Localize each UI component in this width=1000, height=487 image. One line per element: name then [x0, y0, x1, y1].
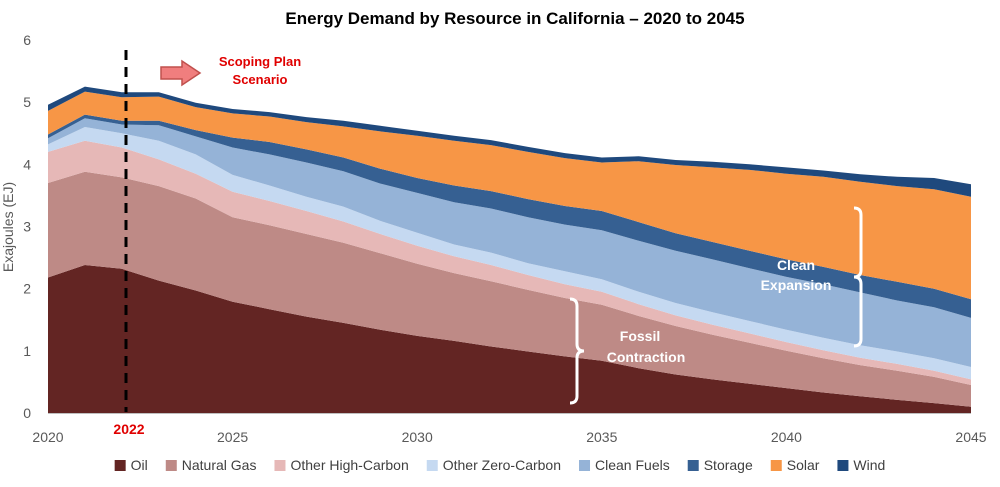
scenario-label-line2: Scenario [233, 72, 288, 87]
legend-swatch-storage [687, 460, 699, 471]
legend-swatch-other-high-carbon [274, 460, 286, 471]
area-clean-fuels [48, 118, 971, 367]
x-tick-2020: 2020 [32, 429, 63, 445]
legend-swatch-clean-fuels [579, 460, 591, 471]
legend-label-other-zero-carbon: Other Zero-Carbon [443, 457, 561, 473]
legend-label-oil: Oil [131, 457, 148, 473]
legend-swatch-oil [114, 460, 126, 471]
fossil-label-line1: Fossil [620, 328, 660, 344]
area-oil [48, 265, 971, 413]
legend-label-natural-gas: Natural Gas [182, 457, 257, 473]
legend-swatch-solar [770, 460, 782, 471]
y-tick-3: 3 [23, 219, 31, 235]
y-tick-5: 5 [23, 94, 31, 110]
y-tick-labels: 0 1 2 3 4 5 6 [23, 32, 31, 421]
x-tick-2025: 2025 [217, 429, 248, 445]
area-other-high-carbon [48, 140, 971, 385]
y-tick-1: 1 [23, 343, 31, 359]
legend-swatch-natural-gas [165, 460, 177, 471]
x-tick-labels: 2020 2025 2030 2035 2040 2045 [32, 429, 986, 445]
stacked-areas [48, 86, 971, 413]
scenario-arrow-icon [160, 59, 202, 87]
legend-label-solar: Solar [787, 457, 820, 473]
area-natural-gas [48, 171, 971, 407]
area-other-zero-carbon [48, 127, 971, 380]
area-solar [48, 91, 971, 300]
y-tick-4: 4 [23, 156, 31, 172]
y-axis-label: Exajoules (EJ) [0, 182, 16, 272]
y-tick-2: 2 [23, 281, 31, 297]
legend-swatch-wind [837, 460, 849, 471]
clean-label-line1: Clean [777, 257, 815, 273]
x-tick-2040: 2040 [771, 429, 802, 445]
legend-label-other-high-carbon: Other High-Carbon [290, 457, 408, 473]
area-wind [48, 86, 971, 197]
chart-title: Energy Demand by Resource in California … [285, 9, 744, 28]
marker-2022-label: 2022 [113, 421, 144, 437]
y-tick-0: 0 [23, 405, 31, 421]
clean-brace-icon [853, 206, 863, 348]
legend-label-wind: Wind [853, 457, 885, 473]
clean-label-line2: Expansion [761, 277, 832, 293]
legend-label-clean-fuels: Clean Fuels [595, 457, 670, 473]
legend: Oil Natural Gas Other High-Carbon Other Zer… [114, 457, 885, 473]
fossil-label-line2: Contraction [607, 349, 686, 365]
x-tick-2035: 2035 [586, 429, 617, 445]
legend-label-storage: Storage [704, 457, 753, 473]
x-tick-2030: 2030 [402, 429, 433, 445]
legend-swatch-other-zero-carbon [426, 460, 438, 471]
fossil-brace-icon [569, 297, 585, 405]
y-tick-6: 6 [23, 32, 31, 48]
x-tick-2045: 2045 [955, 429, 986, 445]
scenario-label-line1: Scoping Plan [219, 54, 301, 69]
